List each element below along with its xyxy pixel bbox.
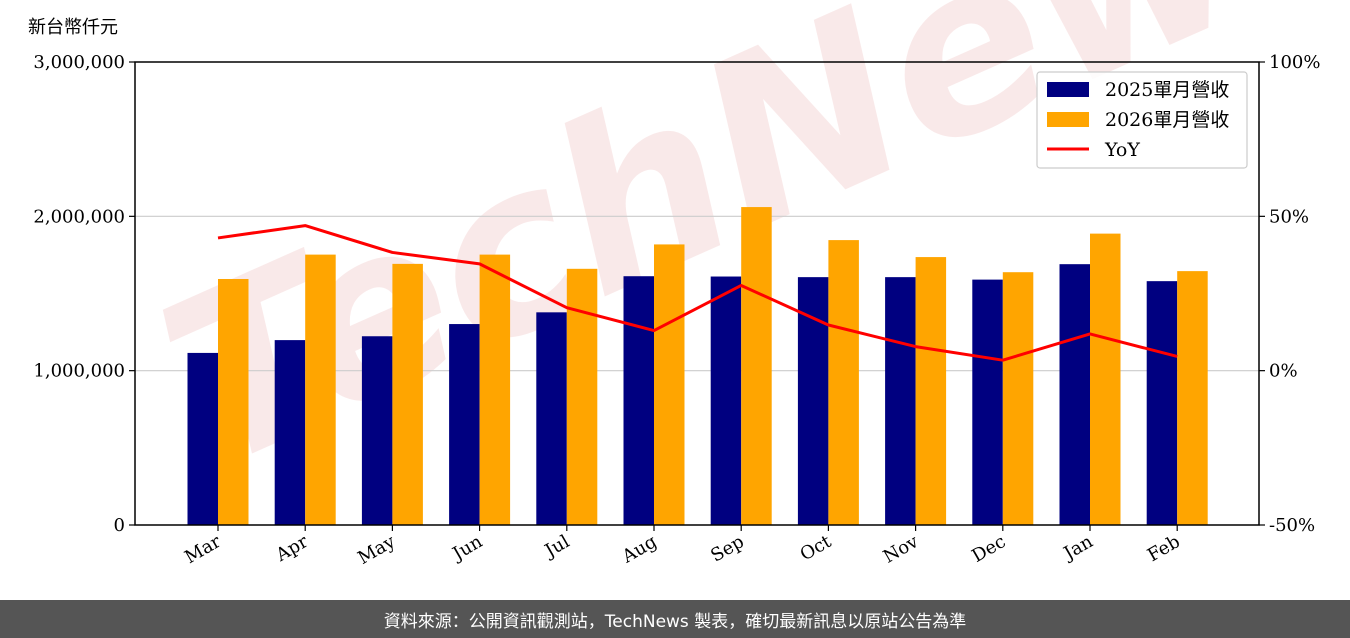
right-tick-label: 0% xyxy=(1269,361,1298,382)
legend-swatch-1 xyxy=(1047,112,1089,127)
bar-2026單月營收-May xyxy=(392,263,423,525)
bar-2025單月營收-May xyxy=(361,336,393,525)
bar-2026單月營收-Oct xyxy=(828,240,859,526)
bar-2025單月營收-Mar xyxy=(187,352,218,525)
legend-label-1: 2026單月營收 xyxy=(1105,109,1229,131)
bar-2025單月營收-Sep xyxy=(710,276,742,525)
bar-2025單月營收-Jan xyxy=(1059,264,1090,525)
bar-2025單月營收-Feb xyxy=(1146,281,1178,525)
legend: 2025單月營收 2026單月營收 YoY xyxy=(1036,71,1248,169)
bars xyxy=(187,207,1208,526)
bar-2026單月營收-Dec xyxy=(1002,272,1034,525)
x-tick-label: Nov xyxy=(880,531,923,568)
x-tick-label: Sep xyxy=(707,531,747,566)
bar-2026單月營收-Mar xyxy=(218,278,249,525)
bar-2026單月營收-Jan xyxy=(1090,233,1121,526)
plot-frame xyxy=(134,61,1260,526)
x-tick-label: May xyxy=(354,531,399,569)
x-tick-label: Feb xyxy=(1144,531,1184,566)
left-tick-label: 3,000,000 xyxy=(33,52,125,73)
legend-swatch-0 xyxy=(1047,82,1089,97)
yoy-line-layer xyxy=(217,224,1178,362)
right-tick-label: 100% xyxy=(1269,52,1320,73)
x-tick-label: Apr xyxy=(272,531,312,566)
bar-2026單月營收-Sep xyxy=(741,207,772,525)
bar-2025單月營收-Jun xyxy=(449,324,480,525)
footer-note: 資料來源：公開資訊觀測站，TechNews 製表，確切最新訊息以原站公告為準 xyxy=(0,600,1350,638)
legend-box xyxy=(1036,71,1248,169)
x-tick-label: Dec xyxy=(968,531,1009,567)
bar-2026單月營收-Jul xyxy=(566,268,598,525)
left-tick-label: 1,000,000 xyxy=(33,361,125,382)
right-tick-label: 50% xyxy=(1269,206,1309,227)
legend-label-2: YoY xyxy=(1104,139,1140,161)
x-tick-label: Oct xyxy=(797,531,836,566)
unit-label: 新台幣仟元 xyxy=(28,17,118,38)
x-tick-label: Jul xyxy=(540,531,574,563)
revenue-chart: TechNews 01,000,0002,000,0003,000,000-50… xyxy=(28,0,1350,569)
bar-2026單月營收-Aug xyxy=(654,244,685,525)
x-tick-label: Jan xyxy=(1059,531,1097,565)
bar-2026單月營收-Feb xyxy=(1177,271,1208,525)
bar-2025單月營收-Apr xyxy=(274,340,306,525)
bar-2025單月營收-Dec xyxy=(972,279,1003,525)
bar-2025單月營收-Aug xyxy=(623,276,654,525)
x-tick-label: Jun xyxy=(448,531,487,566)
right-tick-label: -50% xyxy=(1269,515,1315,536)
bar-2025單月營收-Jul xyxy=(536,312,567,525)
bar-2025單月營收-Nov xyxy=(885,277,916,525)
x-tick-label: Aug xyxy=(618,531,661,568)
left-tick-label: 0 xyxy=(114,515,125,536)
x-tick-label: Mar xyxy=(181,531,225,568)
bar-2026單月營收-Jun xyxy=(479,254,511,525)
legend-label-0: 2025單月營收 xyxy=(1105,79,1229,101)
left-tick-label: 2,000,000 xyxy=(33,206,125,227)
yoy-line xyxy=(217,224,1178,362)
bar-2026單月營收-Nov xyxy=(915,257,947,525)
bar-2026單月營收-Apr xyxy=(305,254,336,525)
